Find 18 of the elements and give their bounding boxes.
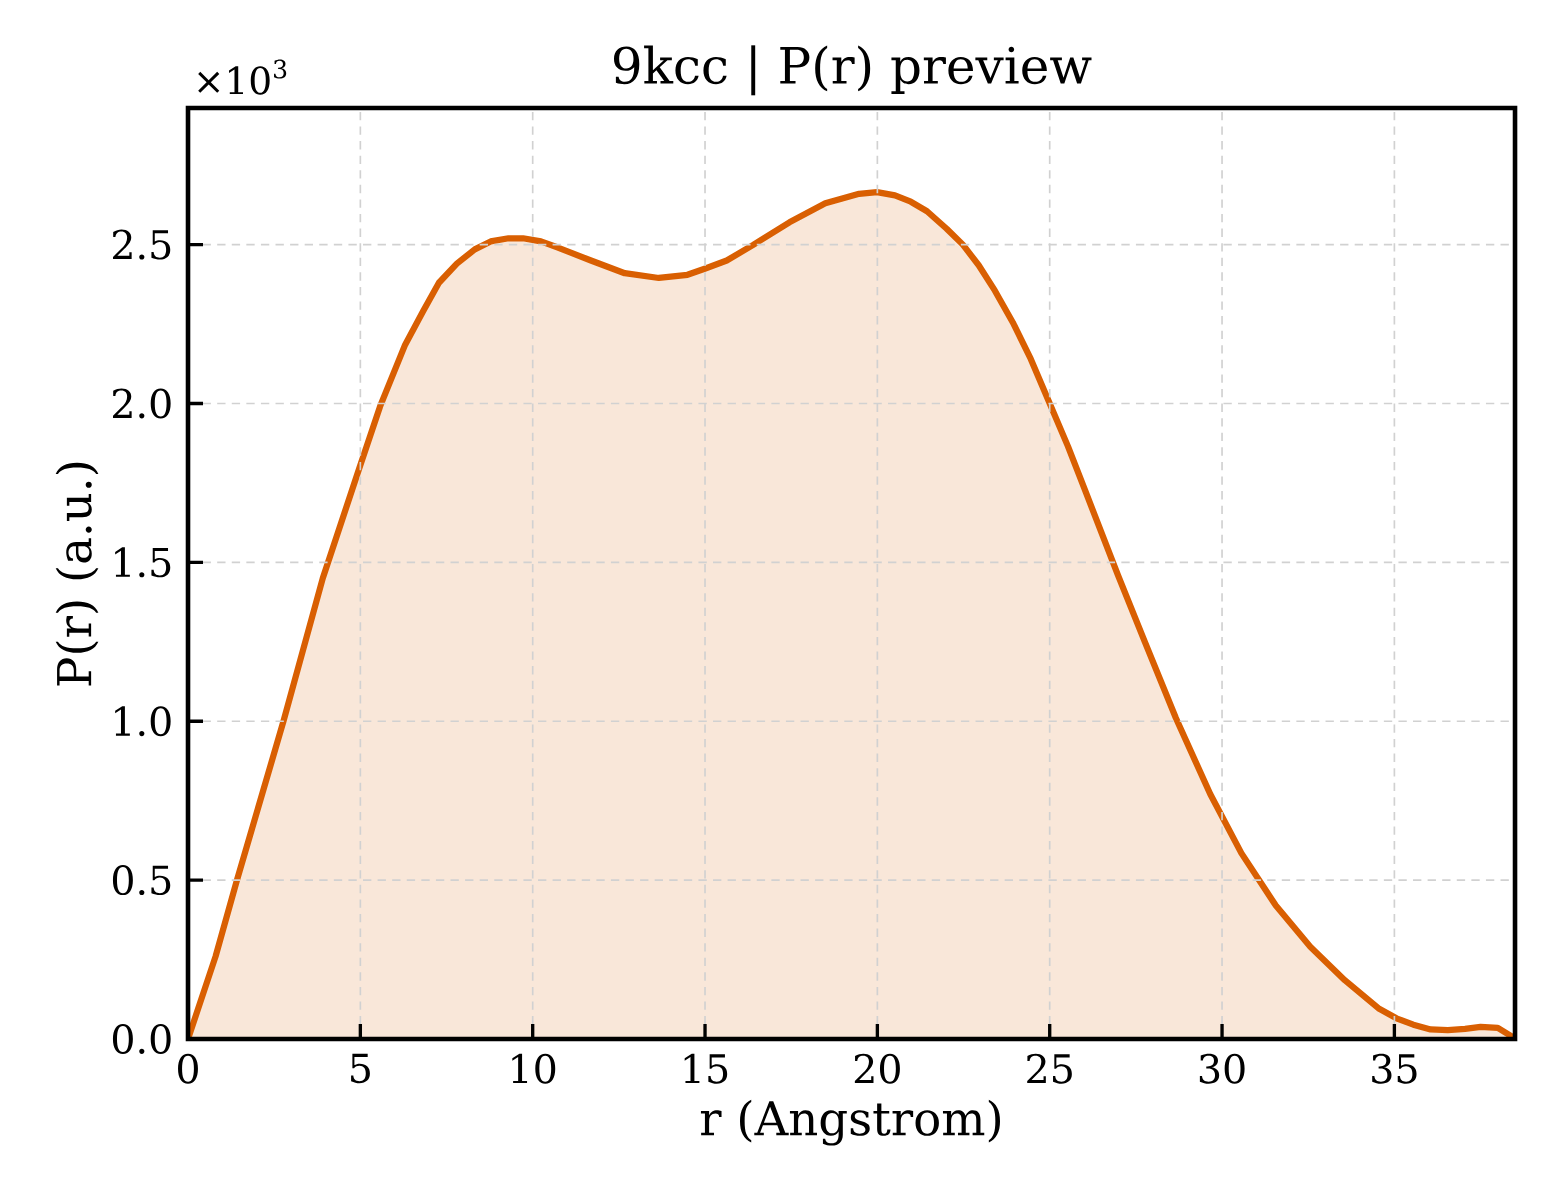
x-tick-label: 0 bbox=[178, 1053, 198, 1084]
y-tick-label: 0.0 bbox=[112, 1023, 171, 1054]
chart-title: 9kcc | P(r) preview bbox=[613, 45, 1092, 96]
y-tick-label: 2.5 bbox=[113, 229, 171, 260]
y-tick-label: 1.0 bbox=[115, 706, 171, 737]
x-tick-label: 35 bbox=[1372, 1053, 1417, 1084]
x-tick-label: 5 bbox=[351, 1053, 370, 1084]
x-tick-label: 20 bbox=[854, 1053, 900, 1084]
y-tick-label: 0.5 bbox=[112, 865, 171, 896]
y-axis-title: P(r) (a.u.) bbox=[55, 462, 99, 686]
x-tick-label: 30 bbox=[1199, 1053, 1245, 1084]
y-tick-label: 1.5 bbox=[115, 547, 171, 578]
x-tick-label: 15 bbox=[684, 1053, 728, 1084]
x-tick-label: 10 bbox=[512, 1053, 556, 1084]
x-tick-label: 25 bbox=[1027, 1053, 1072, 1084]
x-axis-title: r (Angstrom) bbox=[700, 1099, 1001, 1146]
text: ×10$^{3}$ bbox=[198, 59, 287, 95]
y-tick-label: 2.0 bbox=[113, 388, 171, 419]
